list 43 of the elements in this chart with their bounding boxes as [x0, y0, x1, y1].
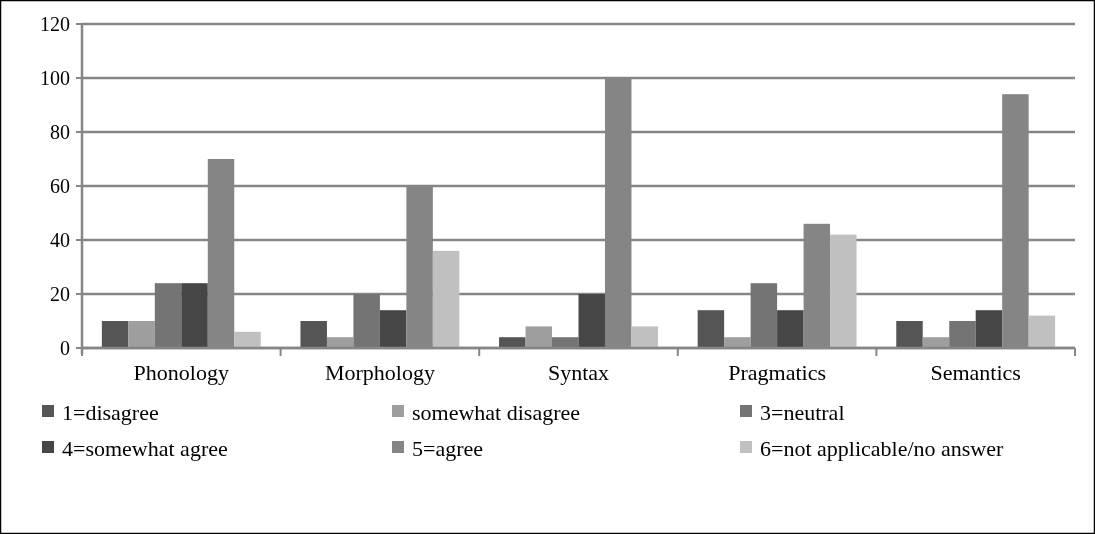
bar: [975, 310, 1003, 348]
bar: [101, 321, 129, 348]
legend-label: 5=agree: [412, 435, 484, 461]
bar: [181, 283, 208, 348]
bar: [724, 337, 751, 348]
x-tick-label: Morphology: [324, 360, 435, 385]
bar: [379, 310, 407, 348]
bar: [896, 321, 923, 348]
x-tick-label: Semantics: [930, 360, 1021, 385]
y-tick-label: 40: [50, 229, 70, 251]
bar: [578, 294, 605, 348]
y-tick-label: 0: [60, 337, 70, 359]
bar: [432, 250, 460, 348]
bar: [154, 283, 182, 348]
bar: [326, 337, 354, 348]
bar: [750, 283, 778, 348]
legend-label: 3=neutral: [760, 399, 845, 425]
bar: [353, 294, 380, 348]
bar: [631, 326, 658, 348]
bar: [1028, 315, 1056, 348]
y-tick-label: 20: [50, 283, 70, 305]
x-tick-label: Phonology: [133, 360, 229, 385]
bar: [552, 337, 579, 348]
legend-label: 1=disagree: [62, 399, 159, 425]
legend-label: 6=not applicable/no answer: [760, 435, 1005, 461]
y-tick-label: 120: [40, 13, 70, 35]
bar: [949, 321, 976, 348]
x-tick-label: Syntax: [547, 360, 610, 385]
bar: [300, 321, 327, 348]
bar: [499, 337, 526, 348]
legend-label: 4=somewhat agree: [62, 435, 228, 461]
y-tick-label: 80: [50, 121, 70, 143]
bar: [922, 337, 950, 348]
bar: [525, 326, 553, 348]
bar: [234, 331, 261, 348]
y-tick-label: 100: [40, 67, 70, 89]
x-tick-label: Pragmatics: [728, 360, 826, 385]
bar: [128, 321, 155, 348]
bar: [830, 234, 857, 348]
y-tick-label: 60: [50, 175, 70, 197]
legend-label: somewhat disagree: [412, 399, 580, 425]
bar: [777, 310, 804, 348]
bar: [697, 310, 725, 348]
